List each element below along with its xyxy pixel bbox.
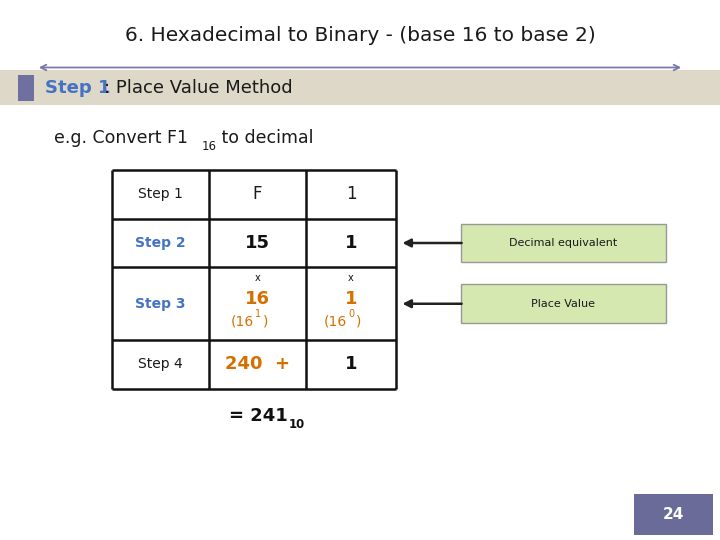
Text: 16: 16 [245,289,270,308]
Text: 1: 1 [255,309,261,319]
Text: 1: 1 [345,289,357,308]
Text: 1: 1 [346,185,356,204]
Text: Step 4: Step 4 [138,357,183,372]
Text: Step 1: Step 1 [45,79,111,97]
FancyBboxPatch shape [0,70,720,105]
Text: = 241: = 241 [229,407,288,425]
FancyBboxPatch shape [634,494,713,535]
Text: e.g. Convert F1: e.g. Convert F1 [54,129,188,147]
Text: 15: 15 [245,234,270,252]
Text: Step 1: Step 1 [138,187,183,201]
Bar [18,75,34,101]
Text: Step 2: Step 2 [135,236,186,250]
Text: Place Value: Place Value [531,299,595,309]
FancyBboxPatch shape [461,284,666,323]
Text: 16: 16 [202,140,217,153]
Text: 0: 0 [348,309,354,319]
Text: : Place Value Method: : Place Value Method [104,79,293,97]
Text: 6. Hexadecimal to Binary - (base 16 to base 2): 6. Hexadecimal to Binary - (base 16 to b… [125,25,595,45]
Text: 1: 1 [345,355,357,374]
Text: 1: 1 [345,234,357,252]
Text: x: x [255,273,260,284]
Text: F: F [253,185,262,204]
Text: to decimal: to decimal [216,129,313,147]
Text: 24: 24 [662,507,684,522]
Text: ): ) [263,315,268,329]
Text: x: x [348,273,354,284]
FancyBboxPatch shape [461,224,666,262]
Text: (16: (16 [230,315,254,329]
Text: ): ) [356,315,361,329]
Text: 240  +: 240 + [225,355,290,374]
Text: Decimal equivalent: Decimal equivalent [509,238,618,248]
Text: 10: 10 [289,418,305,431]
Text: Step 3: Step 3 [135,297,186,310]
Text: (16: (16 [324,315,348,329]
